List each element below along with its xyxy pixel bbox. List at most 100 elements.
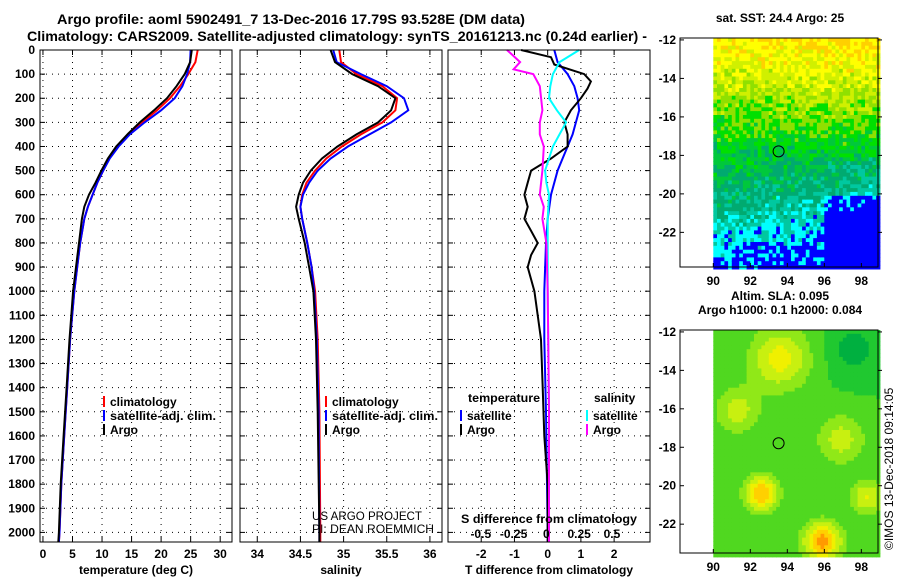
map-cell	[798, 403, 803, 408]
map-cell	[846, 57, 851, 62]
map-cell	[750, 45, 755, 51]
map-cell	[850, 91, 855, 97]
map-cell	[776, 145, 781, 151]
map-cell	[779, 245, 785, 251]
map-cell	[813, 522, 818, 527]
map-cell	[761, 483, 766, 489]
map-cell	[768, 91, 774, 97]
map-cell	[742, 453, 748, 458]
map-cell	[791, 476, 796, 481]
map-cell	[794, 383, 799, 389]
map-cell	[742, 145, 748, 151]
map-cell	[724, 157, 729, 162]
map-cell	[824, 168, 829, 174]
map-cell	[813, 80, 818, 85]
map-cell	[728, 541, 733, 546]
map-cell	[865, 242, 870, 247]
map-cell	[742, 230, 748, 235]
map-cell	[754, 180, 759, 185]
map-cell	[754, 68, 759, 74]
map-cell	[787, 549, 792, 554]
map-cell	[765, 103, 770, 108]
map-cell	[739, 526, 744, 531]
map-cell	[746, 526, 751, 531]
map-cell	[824, 84, 829, 89]
map-cell	[787, 80, 792, 85]
map-cell	[768, 445, 774, 450]
map-cell	[757, 395, 762, 400]
map-cell	[717, 410, 722, 416]
map-cell	[728, 503, 733, 508]
map-cell	[783, 476, 788, 481]
map-cell	[791, 88, 796, 93]
map-cell	[842, 49, 848, 54]
map-cell	[805, 199, 811, 204]
map-cell	[802, 553, 807, 558]
map-cell	[750, 391, 755, 396]
map-cell	[798, 341, 803, 346]
map-cell	[791, 372, 796, 377]
map-cell	[828, 449, 833, 454]
map-cell	[809, 226, 814, 231]
map-cell	[809, 99, 814, 104]
map-cell	[776, 257, 781, 262]
map-cell	[731, 222, 737, 228]
map-cell	[735, 172, 740, 178]
map-cell	[768, 107, 774, 112]
map-cell	[713, 84, 718, 89]
map-cell	[787, 487, 792, 492]
map-cell	[787, 526, 792, 531]
map-cell	[728, 238, 733, 243]
map-cell	[857, 253, 862, 258]
map-cell	[761, 460, 766, 466]
map-cell	[813, 257, 818, 262]
map-cell	[861, 238, 866, 243]
map-cell	[794, 261, 799, 266]
map-cell	[831, 387, 836, 393]
map-cell	[850, 76, 855, 81]
map-cell	[813, 441, 818, 446]
map-cell	[831, 168, 836, 174]
map-cell	[802, 242, 807, 247]
map-cell	[787, 149, 792, 154]
map-cell	[791, 138, 796, 143]
map-cell	[853, 107, 859, 112]
map-cell	[872, 115, 877, 120]
map-cell	[791, 383, 796, 389]
map-cell	[872, 215, 877, 220]
map-cell	[831, 495, 836, 500]
map-cell	[842, 122, 848, 128]
map-cell	[750, 395, 755, 400]
map-cell	[842, 215, 848, 220]
map-cell	[720, 345, 725, 350]
map-cell	[791, 199, 796, 204]
map-cell	[813, 64, 818, 70]
map-cell	[802, 468, 807, 473]
map-cell	[746, 337, 751, 343]
map-cell	[783, 453, 788, 458]
map-cell	[865, 161, 870, 166]
map-cell	[746, 353, 751, 358]
map-cell	[779, 203, 785, 208]
series-t-satellite	[543, 49, 581, 542]
map-cell	[761, 118, 766, 124]
map-cell	[754, 337, 759, 343]
map-cell	[768, 464, 774, 469]
map-cell	[713, 545, 718, 550]
map-cell	[824, 479, 829, 485]
map-cell	[816, 476, 822, 481]
map-cell	[724, 53, 729, 58]
map-cell	[746, 191, 751, 197]
map-cell	[739, 134, 744, 139]
x-tick-label: 36	[423, 547, 437, 561]
map-cell	[787, 141, 792, 147]
map-cell	[713, 168, 718, 174]
map-cell	[824, 215, 829, 220]
map-cell	[776, 49, 781, 54]
map-cell	[831, 433, 836, 439]
map-cell	[728, 460, 733, 466]
map-cell	[846, 64, 851, 70]
map-cell	[742, 215, 748, 220]
map-cell	[794, 180, 799, 185]
map-cell	[746, 499, 751, 504]
